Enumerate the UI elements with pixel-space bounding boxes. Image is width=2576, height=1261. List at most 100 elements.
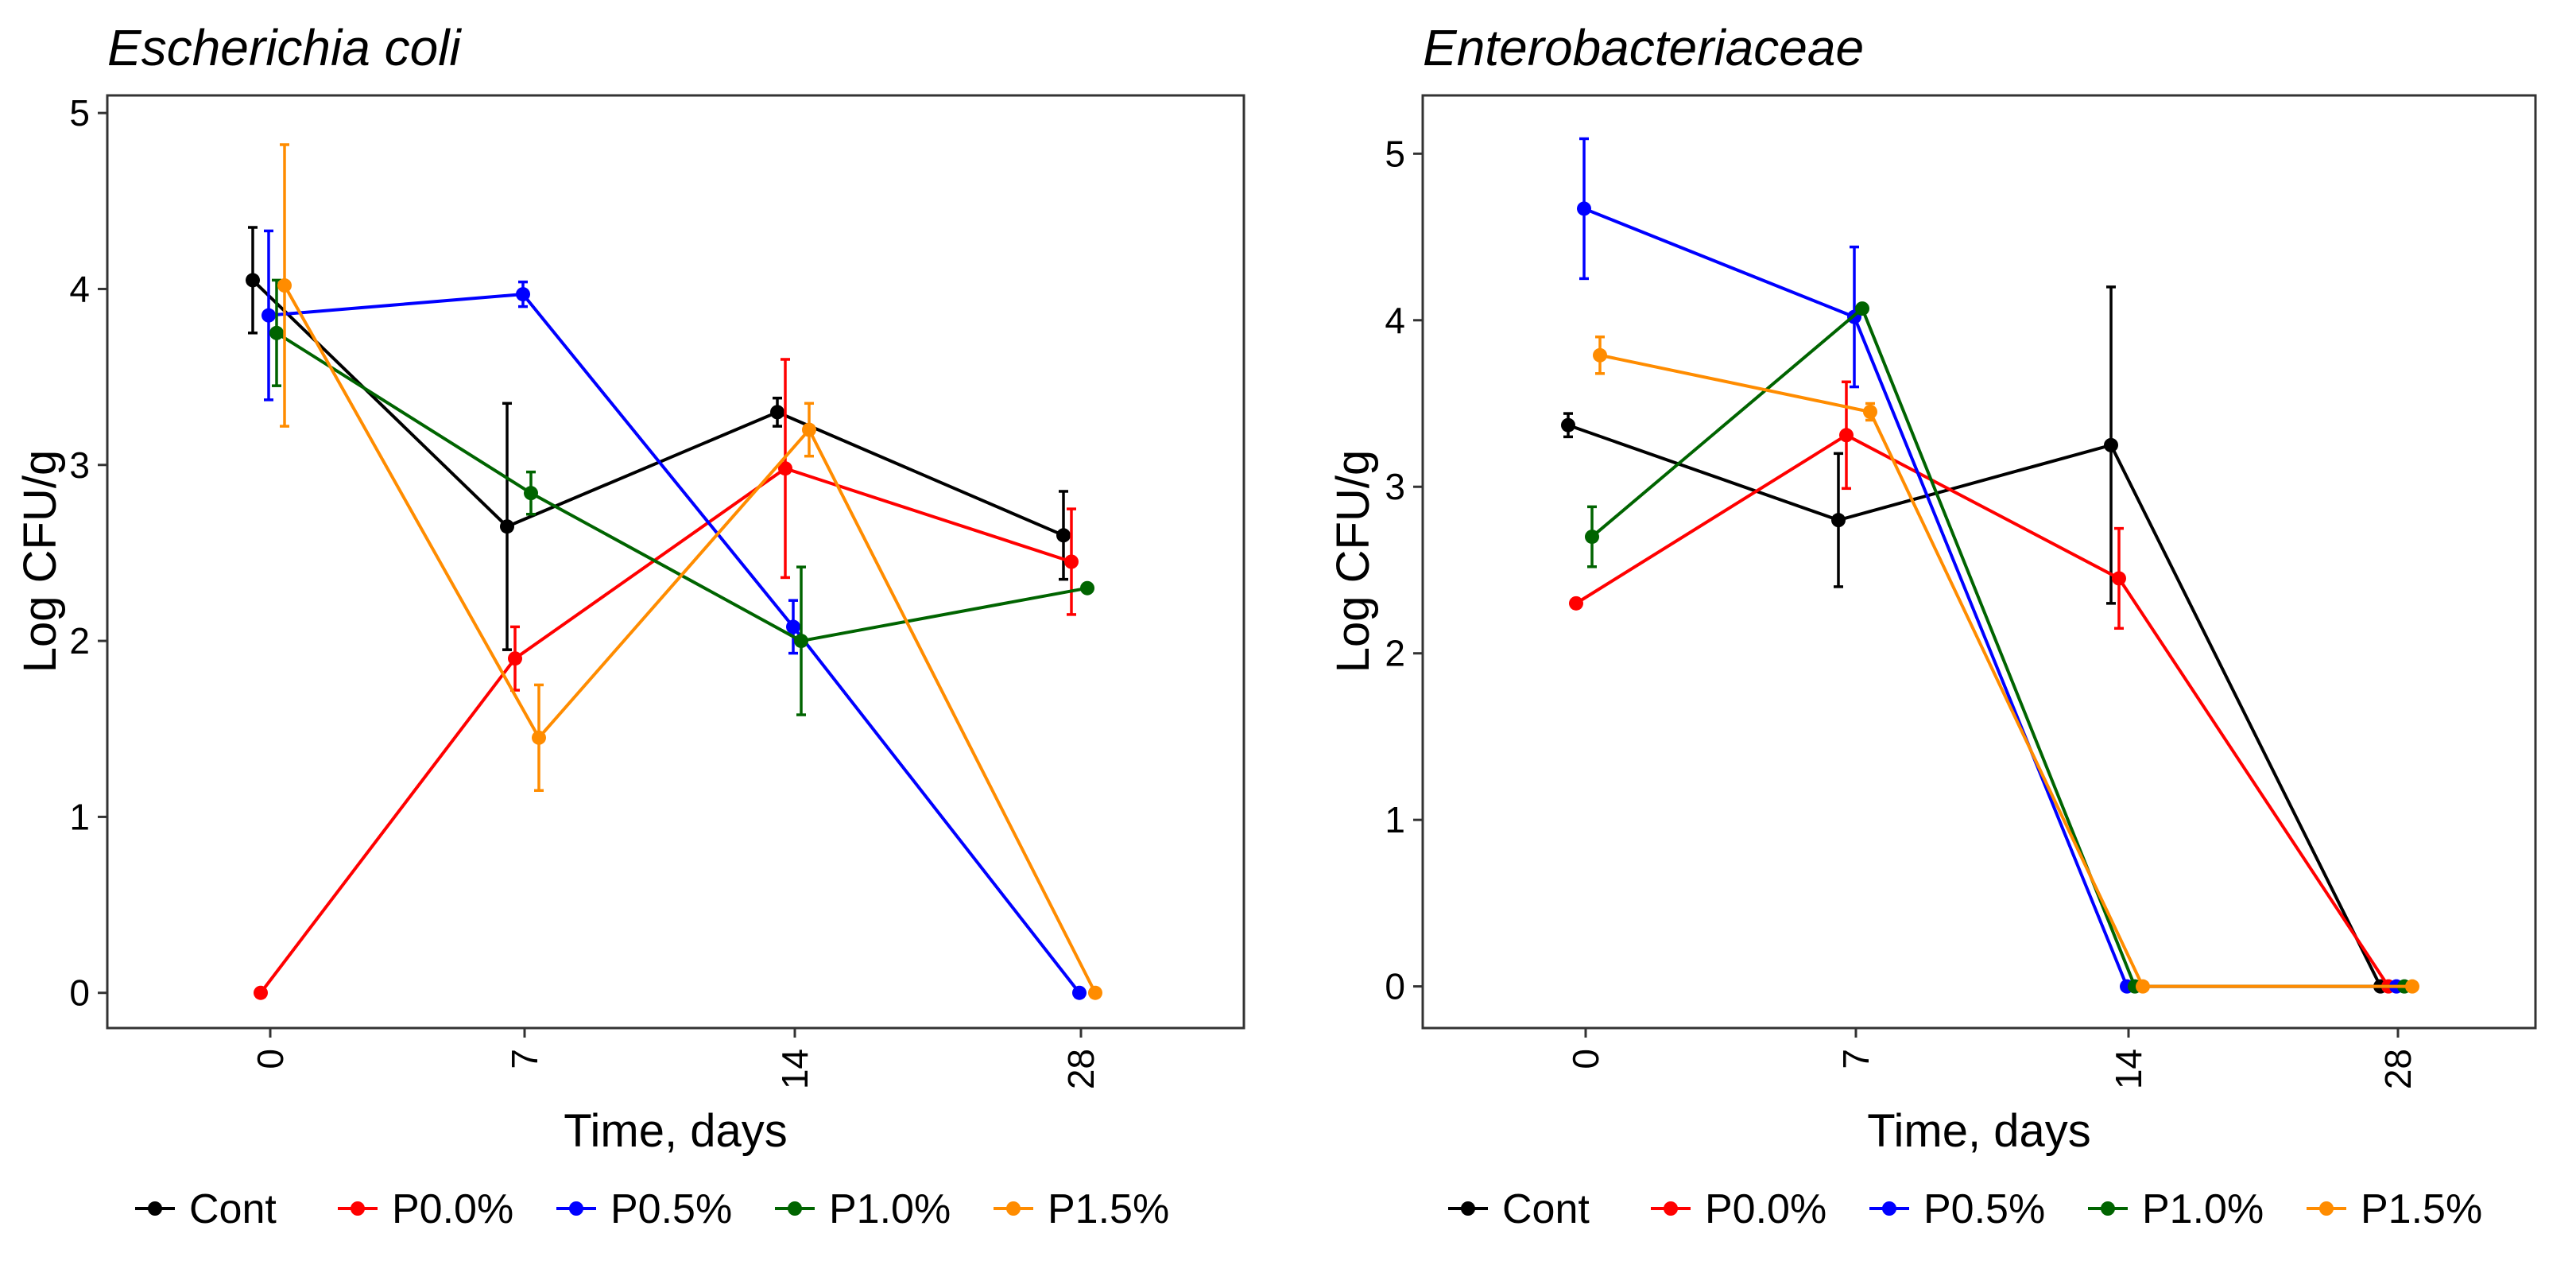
legend: Cont P0.0% P0.5% P1.0% P1.5% <box>135 1186 1169 1232</box>
legend-label: P1.5% <box>1048 1186 1169 1232</box>
y-tick-label: 5 <box>1385 133 1405 174</box>
x-tick-label: 14 <box>774 1049 815 1089</box>
data-point <box>802 422 816 437</box>
data-point <box>2136 979 2150 994</box>
y-tick-label: 4 <box>69 268 90 309</box>
data-point <box>1593 347 1607 363</box>
x-tick-label: 7 <box>1835 1049 1877 1069</box>
data-point <box>1561 417 1575 433</box>
y-tick-label: 4 <box>1385 300 1405 341</box>
data-point <box>261 308 276 323</box>
y-tick-label: 1 <box>69 796 90 837</box>
legend-item: P0.0% <box>1651 1186 1826 1232</box>
data-point <box>1863 404 1877 419</box>
data-point <box>1064 554 1079 569</box>
x-axis: 0 7 14 28 <box>250 1028 1102 1089</box>
x-tick-label: 7 <box>504 1049 545 1069</box>
x-axis-label: Time, days <box>1867 1105 2090 1157</box>
legend-label: P1.5% <box>2361 1186 2482 1232</box>
series-line <box>1599 353 2412 988</box>
x-tick-label: 0 <box>250 1049 291 1069</box>
data-point <box>254 985 268 1000</box>
data-point <box>1088 985 1102 1000</box>
legend-item: P1.5% <box>994 1186 1169 1232</box>
x-axis: 0 7 14 28 <box>1565 1028 2419 1089</box>
series-line <box>259 466 1072 994</box>
legend-label: P0.5% <box>1923 1186 2045 1232</box>
legend-item: P1.0% <box>2088 1186 2264 1232</box>
series-p10 <box>269 278 1094 716</box>
data-point <box>2112 571 2126 586</box>
legend-label: P0.0% <box>1705 1186 1826 1232</box>
y-axis: 0 1 2 3 4 5 <box>69 92 107 1014</box>
x-tick-label: 28 <box>2377 1049 2419 1089</box>
data-point <box>1855 301 1869 316</box>
series-layer <box>246 143 1102 1000</box>
data-point <box>794 634 808 649</box>
legend-swatch-point <box>569 1201 583 1216</box>
series-p00 <box>1569 380 2396 994</box>
legend-label: Cont <box>1502 1186 1590 1232</box>
y-axis-label: Log CFU/g <box>1327 450 1379 673</box>
data-point <box>778 461 792 476</box>
legend-item: P0.0% <box>338 1186 513 1232</box>
chart-panel-enterobacteriaceae: Enterobacteriaceae 0 1 2 3 4 5 0 7 14 28 Log CFU… <box>1327 19 2537 1232</box>
legend-swatch-point <box>788 1201 802 1216</box>
chart-title: Escherichia coli <box>107 19 462 76</box>
series-cont <box>1561 285 2388 994</box>
legend-label: P0.0% <box>392 1186 513 1232</box>
y-axis-label: Log CFU/g <box>14 450 66 673</box>
series-p00 <box>254 358 1079 1000</box>
data-point <box>1831 513 1846 528</box>
legend-swatch-point <box>2101 1201 2115 1216</box>
series-line <box>1590 305 2404 988</box>
x-axis-label: Time, days <box>564 1105 787 1157</box>
legend-swatch-point <box>351 1201 365 1216</box>
legend-item: Cont <box>135 1186 277 1232</box>
legend-item: Cont <box>1448 1186 1590 1232</box>
series-p10 <box>1585 301 2411 994</box>
legend-swatch-point <box>1664 1201 1678 1216</box>
x-tick-label: 0 <box>1565 1049 1606 1069</box>
series-p05 <box>1577 137 2404 994</box>
legend-swatch-point <box>2319 1201 2334 1216</box>
legend-item: P1.5% <box>2307 1186 2482 1232</box>
data-point <box>1839 428 1854 443</box>
data-point <box>1080 580 1094 596</box>
legend-label: Cont <box>189 1186 277 1232</box>
data-point <box>524 486 538 501</box>
series-layer <box>1561 137 2419 994</box>
series-cont <box>246 226 1071 651</box>
y-axis: 0 1 2 3 4 5 <box>1385 133 1423 1007</box>
y-tick-label: 0 <box>1385 966 1405 1007</box>
series-p15 <box>1593 335 2419 994</box>
data-point <box>1569 596 1583 611</box>
legend: Cont P0.0% P0.5% P1.0% P1.5% <box>1448 1186 2482 1232</box>
legend-swatch-point <box>1882 1201 1896 1216</box>
data-point <box>1072 985 1087 1000</box>
series-p05 <box>261 229 1087 1000</box>
series-line <box>1583 207 2396 988</box>
legend-item: P0.5% <box>556 1186 732 1232</box>
y-tick-label: 3 <box>69 444 90 486</box>
series-line <box>283 285 1097 994</box>
plot-frame <box>1421 94 2537 1030</box>
data-point <box>1577 201 1591 216</box>
series-line <box>1575 433 2390 987</box>
legend-label: P1.0% <box>829 1186 951 1232</box>
series-line <box>1567 423 2382 987</box>
x-tick-label: 14 <box>2108 1049 2149 1089</box>
legend-label: P1.0% <box>2142 1186 2264 1232</box>
data-point <box>246 273 260 288</box>
legend-item: P1.0% <box>775 1186 951 1232</box>
data-point <box>277 278 292 293</box>
series-line <box>275 332 1088 643</box>
series-line <box>268 293 1081 994</box>
data-point <box>500 519 514 534</box>
data-point <box>269 325 284 340</box>
series-p15 <box>277 143 1102 1000</box>
series-line <box>251 278 1064 537</box>
legend-swatch-point <box>1461 1201 1475 1216</box>
legend-swatch-point <box>1006 1201 1021 1216</box>
